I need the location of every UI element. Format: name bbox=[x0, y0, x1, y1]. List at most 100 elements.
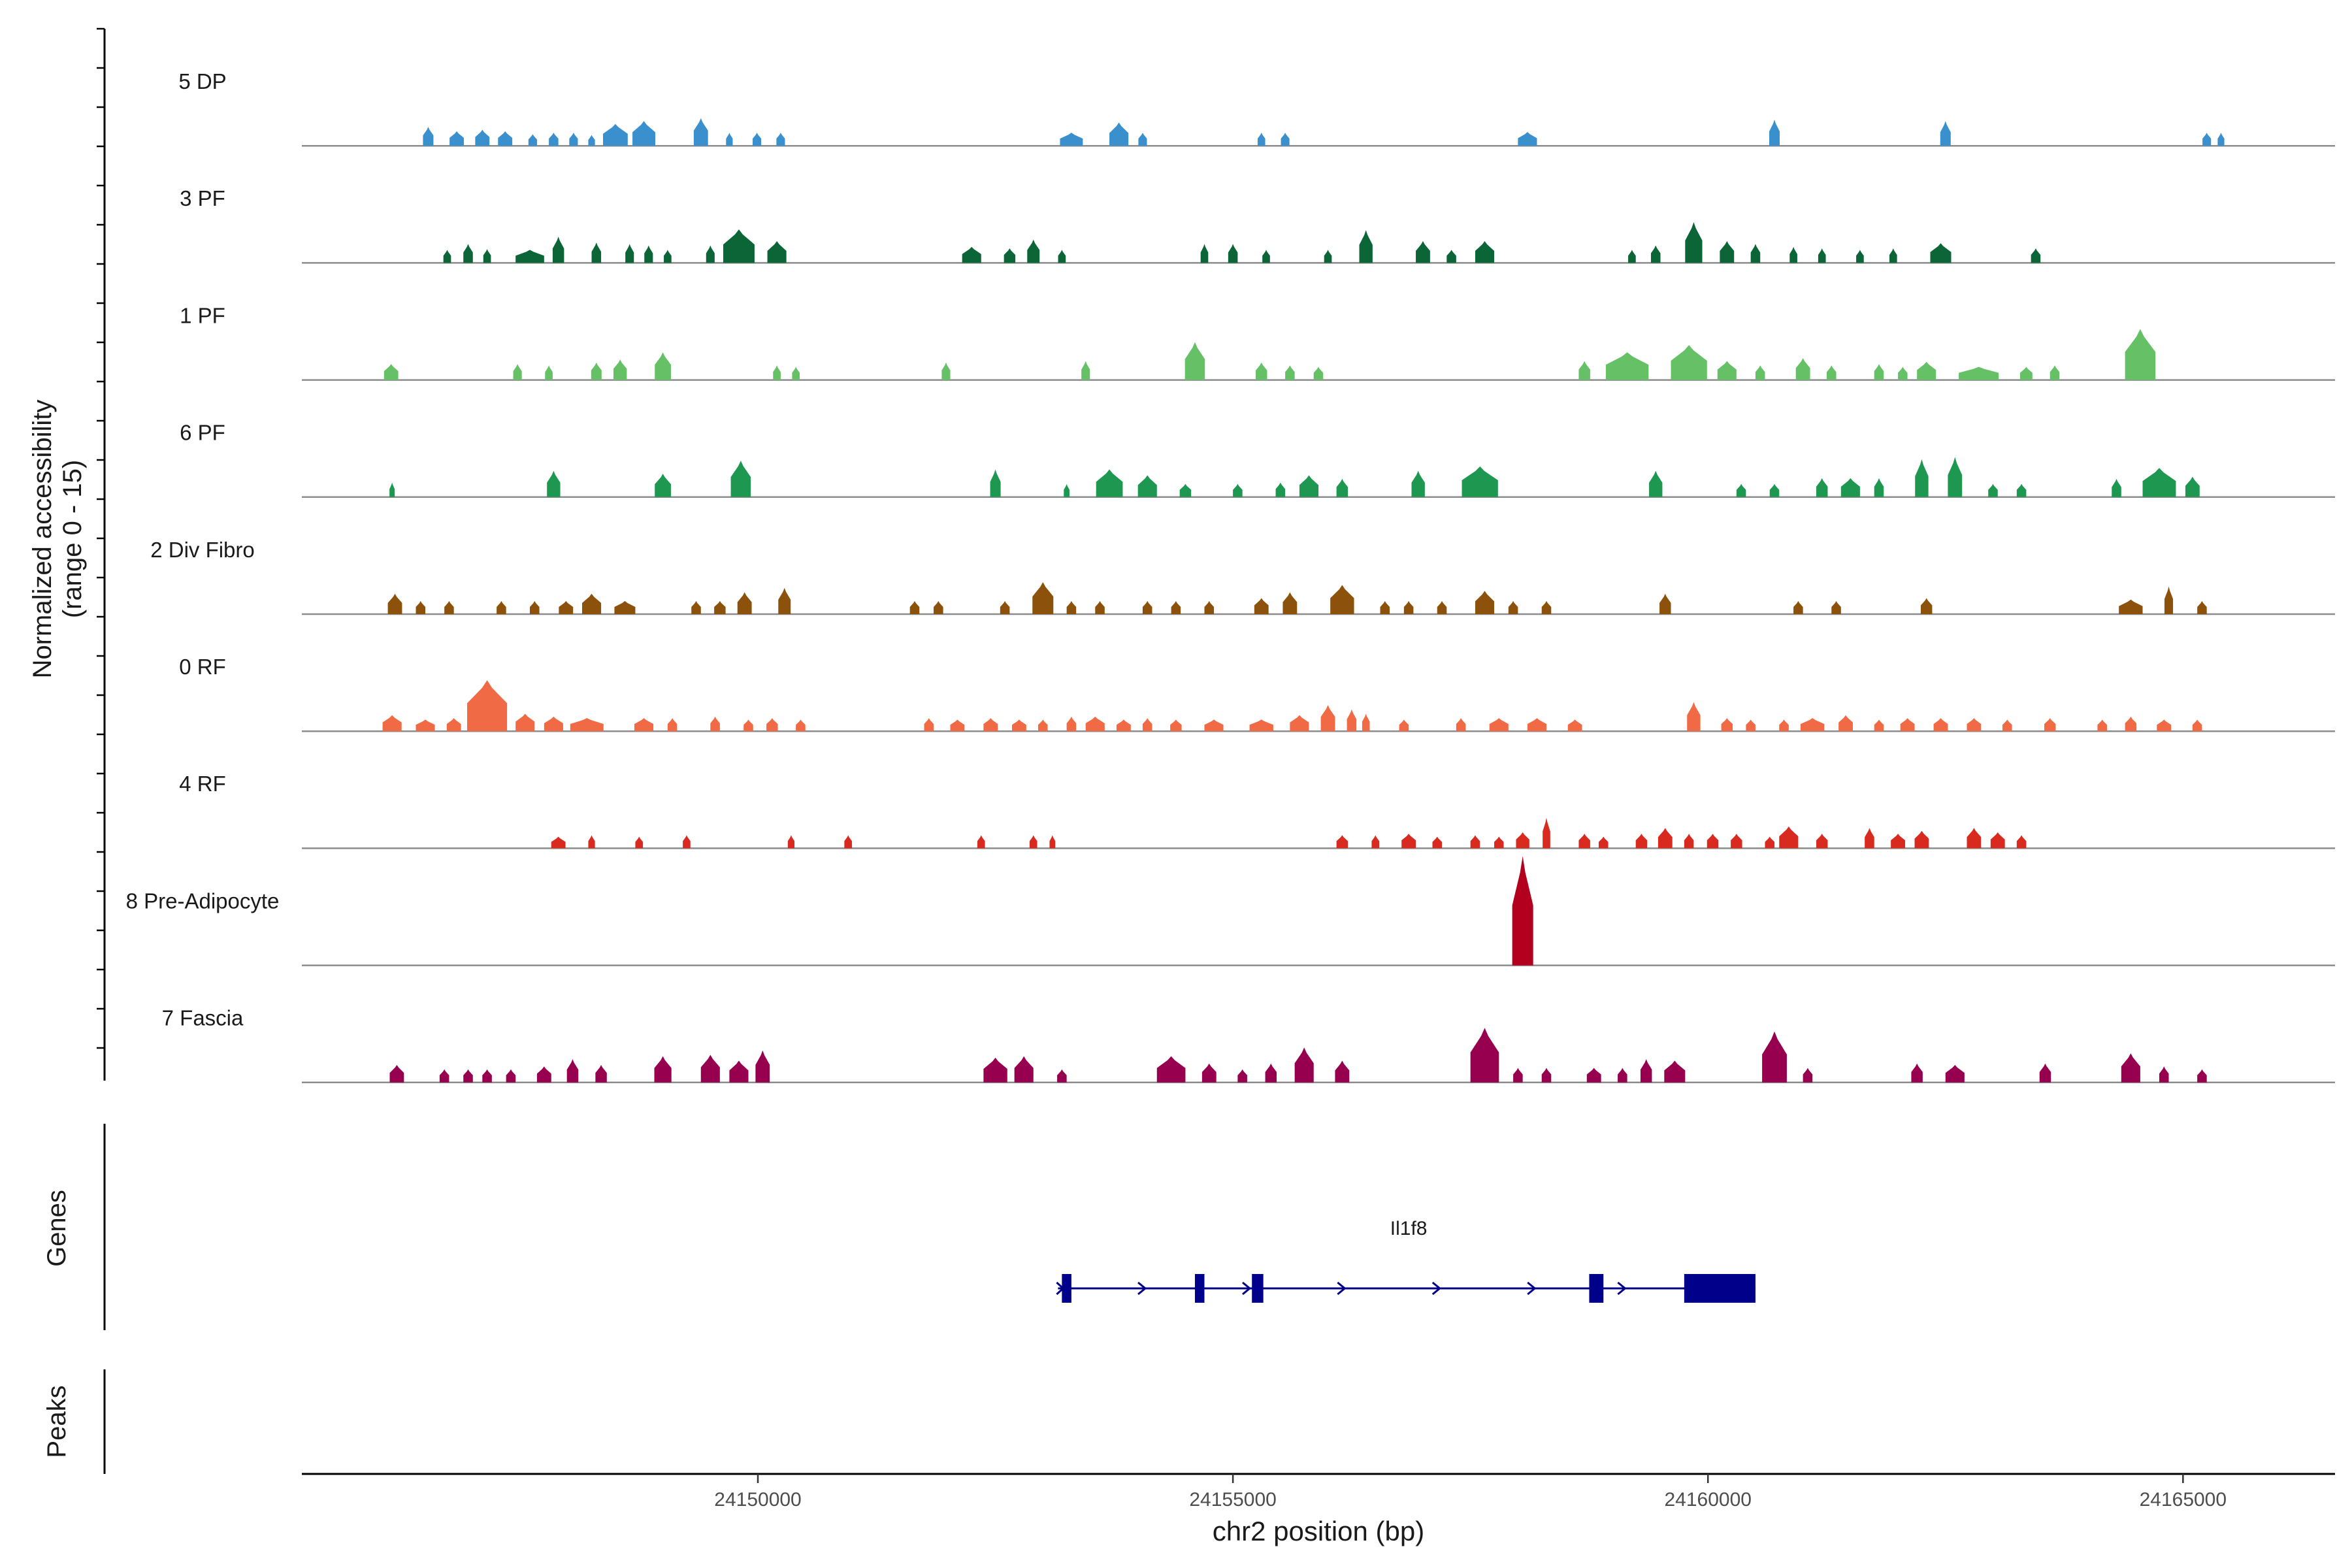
coverage-peak bbox=[934, 600, 943, 614]
coverage-peak bbox=[1237, 1069, 1247, 1083]
coverage-peak bbox=[1470, 1028, 1499, 1083]
coverage-peak bbox=[1265, 1063, 1277, 1083]
track-8-pre-adipocyte: 8 Pre-Adipocyte bbox=[126, 856, 2335, 966]
coverage-peak bbox=[1081, 361, 1090, 380]
coverage-peak bbox=[566, 1059, 579, 1083]
coverage-peak bbox=[513, 364, 522, 380]
coverage-peak bbox=[1721, 718, 1733, 732]
peaks-panel-label: Peaks bbox=[42, 1385, 71, 1458]
coverage-peak bbox=[1578, 834, 1590, 849]
coverage-peak bbox=[528, 134, 537, 146]
coverage-peak bbox=[1795, 358, 1810, 380]
track-label: 7 Fascia bbox=[162, 1006, 244, 1030]
coverage-peak bbox=[2097, 719, 2107, 732]
coverage-peak bbox=[909, 600, 920, 614]
coverage-peak bbox=[1640, 1059, 1652, 1083]
coverage-peak bbox=[1874, 478, 1884, 497]
x-tick-label: 24155000 bbox=[1189, 1489, 1276, 1511]
coverage-peak bbox=[1717, 361, 1737, 380]
coverage-peak bbox=[2125, 329, 2156, 380]
coverage-peak bbox=[1038, 719, 1048, 732]
coverage-peak bbox=[389, 1065, 404, 1083]
coverage-peak bbox=[1659, 593, 1671, 614]
coverage-peak bbox=[536, 1066, 551, 1083]
coverage-peak bbox=[1380, 600, 1390, 614]
coverage-peak bbox=[1967, 828, 1982, 849]
coverage-peak bbox=[547, 470, 561, 497]
coverage-peak bbox=[950, 719, 965, 732]
coverage-peak bbox=[1336, 478, 1348, 497]
coverage-peak bbox=[654, 1056, 672, 1083]
coverage-peak bbox=[1064, 483, 1070, 497]
coverage-peak bbox=[1933, 718, 1948, 732]
coverage-peak bbox=[1687, 702, 1701, 732]
coverage-peak bbox=[1399, 719, 1409, 732]
coverage-peak bbox=[1347, 709, 1357, 732]
coverage-peak bbox=[767, 240, 787, 263]
coverage-peak bbox=[796, 719, 806, 732]
coverage-peak bbox=[1920, 598, 1933, 614]
coverage-peak bbox=[1262, 250, 1270, 263]
coverage-peak bbox=[1142, 600, 1152, 614]
track-label: 6 PF bbox=[180, 421, 225, 445]
y-axis-label-line1: Normalized accessibility bbox=[28, 400, 57, 679]
coverage-peak bbox=[602, 123, 628, 146]
coverage-peak bbox=[1664, 1060, 1686, 1083]
x-axis-ticks: 24150000 24155000 24160000 24165000 bbox=[714, 1474, 2227, 1511]
coverage-peak bbox=[2121, 1053, 2140, 1083]
coverage-peak bbox=[1320, 705, 1335, 732]
coverage-peak bbox=[2164, 586, 2174, 614]
coverage-peak bbox=[1012, 719, 1026, 732]
coverage-peak bbox=[730, 461, 751, 497]
track-label: 8 Pre-Adipocyte bbox=[126, 889, 280, 913]
coverage-peak bbox=[1371, 835, 1380, 849]
coverage-peak bbox=[1816, 478, 1828, 497]
coverage-peak bbox=[483, 249, 491, 263]
coverage-peak bbox=[1170, 719, 1182, 732]
coverage-peak bbox=[962, 246, 981, 263]
coverage-peak bbox=[941, 362, 951, 380]
y-axis-label-line2: (range 0 - 15) bbox=[58, 460, 87, 618]
coverage-peak bbox=[1254, 598, 1269, 614]
track-label: 0 RF bbox=[179, 655, 226, 679]
coverage-peak bbox=[691, 600, 701, 614]
coverage-peak bbox=[1769, 483, 1780, 497]
coverage-peak bbox=[1900, 718, 1915, 732]
coverage-peak bbox=[1930, 243, 1952, 263]
coverage-peak bbox=[655, 474, 671, 497]
coverage-peak bbox=[1959, 367, 1999, 380]
coverage-peak bbox=[766, 718, 778, 732]
strand-arrow bbox=[1241, 1281, 1252, 1296]
coverage-peak bbox=[1512, 856, 1533, 966]
coverage-peak bbox=[1109, 122, 1129, 146]
coverage-peak bbox=[1685, 221, 1703, 263]
coverage-peak bbox=[588, 835, 595, 849]
coverage-peak bbox=[990, 469, 1001, 497]
coverage-peak bbox=[1275, 482, 1286, 497]
coverage-peak bbox=[983, 1057, 1007, 1083]
coverage-peak bbox=[1142, 718, 1152, 732]
coverage-peak bbox=[1948, 457, 1963, 497]
coverage-peak bbox=[1228, 244, 1238, 263]
strand-arrow bbox=[1056, 1281, 1065, 1296]
coverage-peak bbox=[664, 250, 672, 263]
coverage-peak bbox=[635, 836, 644, 849]
coverage-peak bbox=[1324, 250, 1332, 263]
coverage-peak bbox=[632, 121, 655, 146]
coverage-peak bbox=[1335, 1060, 1350, 1083]
coverage-peak bbox=[1818, 248, 1826, 263]
coverage-peak bbox=[387, 593, 402, 614]
coverage-peak bbox=[1658, 828, 1673, 849]
coverage-peak bbox=[1403, 600, 1414, 614]
coverage-peak bbox=[1249, 719, 1273, 732]
coverage-peak bbox=[737, 592, 752, 614]
coverage-peak bbox=[1437, 600, 1447, 614]
coverage-peak bbox=[416, 600, 426, 614]
x-tick-label: 24160000 bbox=[1664, 1489, 1751, 1511]
coverage-peak bbox=[444, 600, 454, 614]
coverage-peak bbox=[1967, 718, 1982, 732]
coverage-peak bbox=[1598, 836, 1609, 849]
coverage-peak bbox=[614, 600, 636, 614]
coverage-peak bbox=[729, 1060, 749, 1083]
coverage-peak bbox=[1917, 361, 1936, 380]
